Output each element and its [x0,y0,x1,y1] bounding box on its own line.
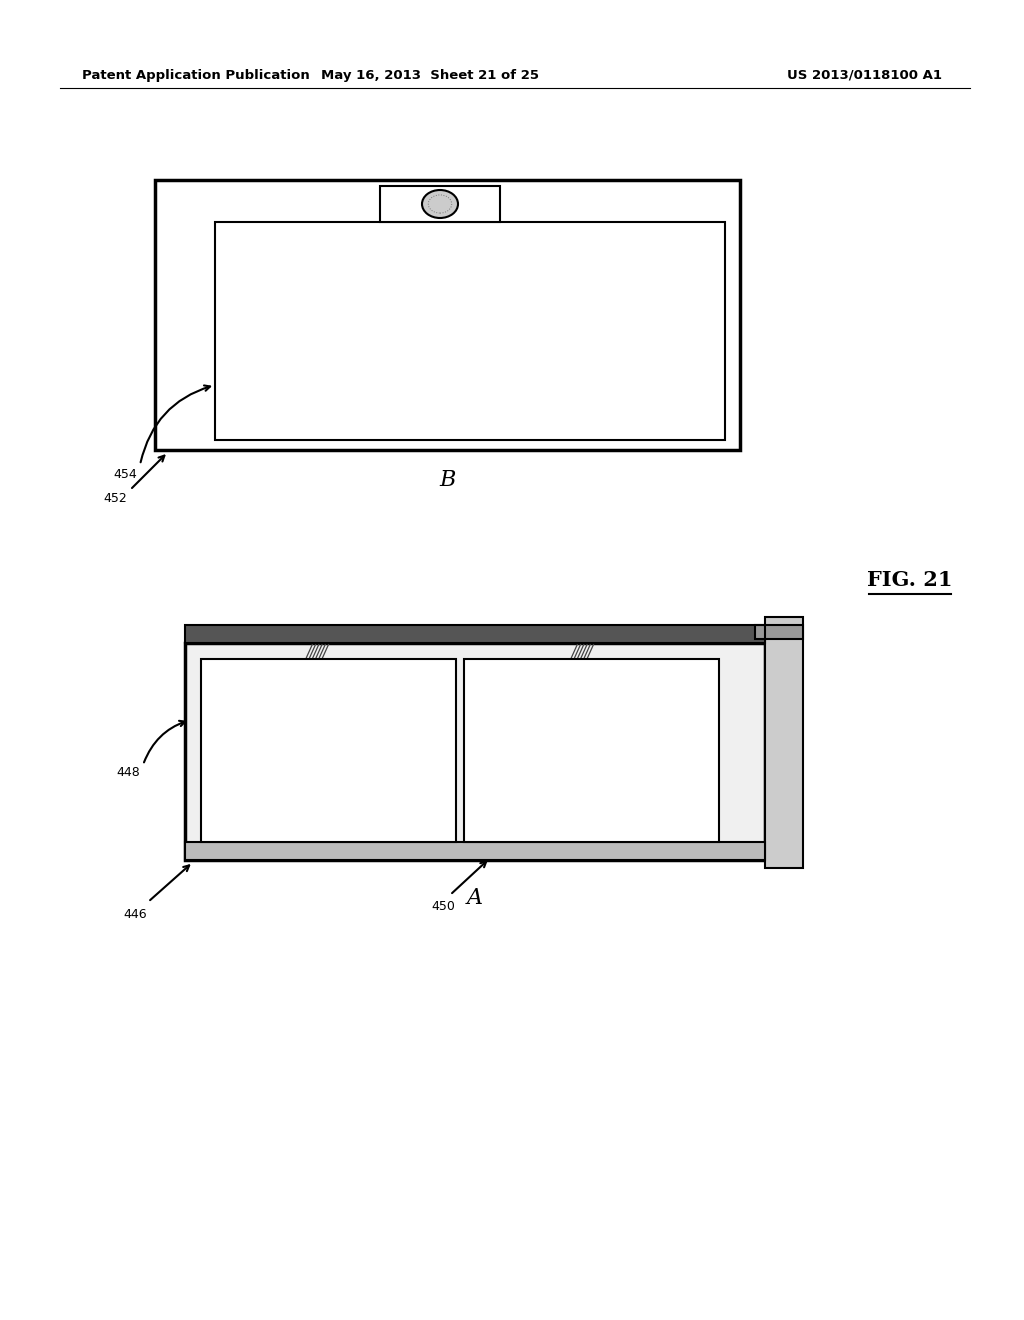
Bar [380,186,500,222]
Bar [201,659,456,842]
Bar [215,222,725,440]
Text: 448: 448 [116,766,140,779]
Text: Patent Application Publication: Patent Application Publication [82,69,309,82]
Text: B: B [439,469,456,491]
Bar [185,842,765,861]
Bar [464,659,719,842]
Ellipse shape [422,190,458,218]
Bar [155,180,740,450]
Text: FIG. 21: FIG. 21 [867,570,952,590]
Text: 454: 454 [113,469,137,482]
Bar [755,624,803,639]
Bar [765,616,803,869]
Bar [185,624,765,643]
Bar [185,624,765,643]
Text: 452: 452 [103,491,127,504]
Text: 446: 446 [123,908,146,920]
Text: 450: 450 [431,900,455,913]
Text: US 2013/0118100 A1: US 2013/0118100 A1 [787,69,942,82]
Text: A: A [467,887,483,909]
Text: May 16, 2013  Sheet 21 of 25: May 16, 2013 Sheet 21 of 25 [321,69,539,82]
Bar [185,643,765,861]
